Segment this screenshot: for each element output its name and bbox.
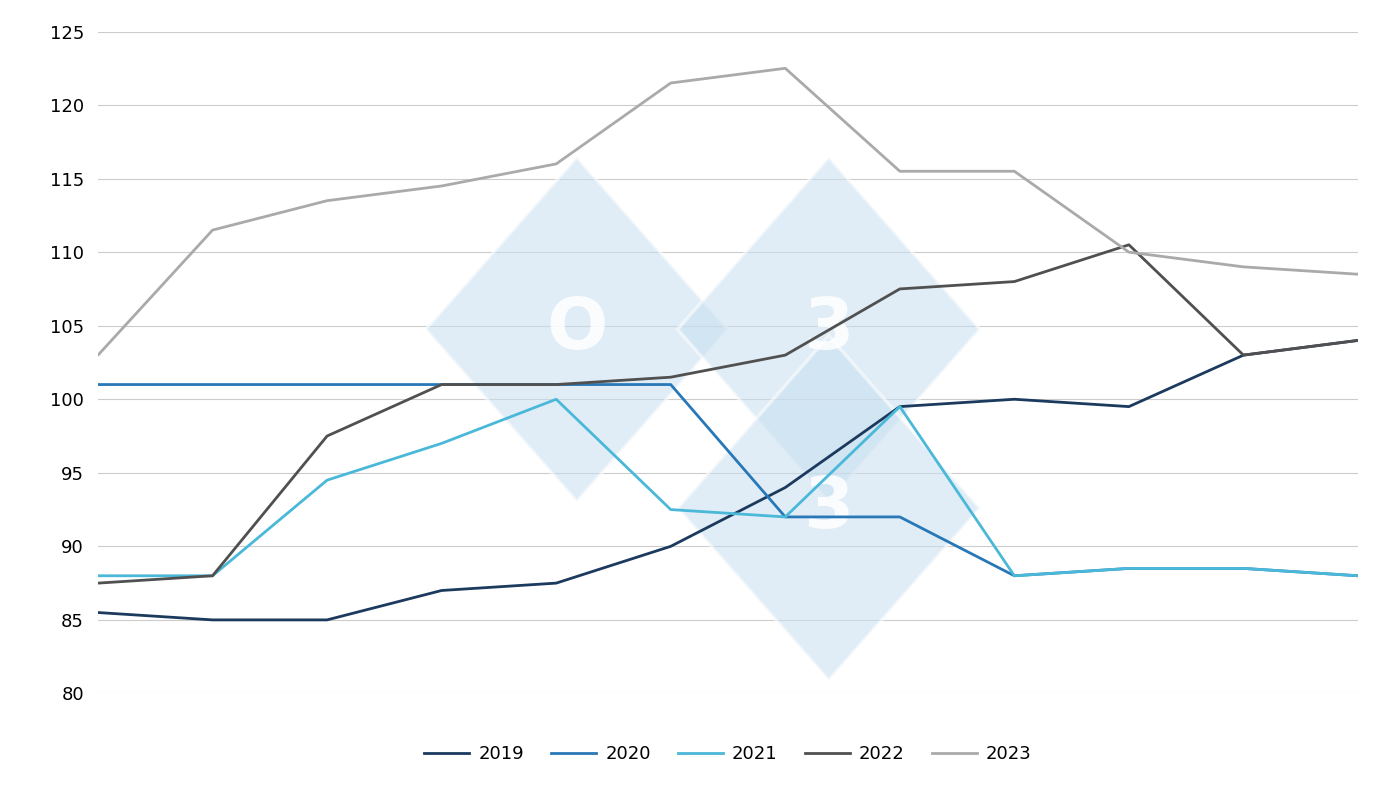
2019 (547, 578, 564, 588)
2022 (1350, 336, 1366, 345)
2021 (1235, 563, 1252, 573)
2019 (1007, 395, 1023, 404)
2020 (90, 380, 106, 389)
2022 (319, 431, 336, 440)
2023 (1120, 247, 1137, 257)
Text: 3: 3 (804, 474, 854, 543)
2021 (777, 512, 794, 522)
Line: 2022: 2022 (98, 245, 1358, 583)
2022 (662, 373, 679, 382)
2019 (433, 585, 449, 595)
2019 (892, 402, 909, 411)
Line: 2021: 2021 (98, 400, 1358, 576)
2020 (892, 512, 909, 522)
Polygon shape (426, 158, 728, 501)
2019 (319, 615, 336, 625)
2021 (892, 402, 909, 411)
2019 (1120, 402, 1137, 411)
2022 (892, 284, 909, 294)
Polygon shape (678, 158, 980, 501)
2023 (1007, 166, 1023, 176)
Text: 3: 3 (804, 295, 854, 364)
Polygon shape (678, 336, 980, 680)
2020 (433, 380, 449, 389)
2019 (1235, 351, 1252, 360)
2020 (662, 380, 679, 389)
2020 (777, 512, 794, 522)
2023 (319, 196, 336, 206)
2019 (662, 541, 679, 551)
2022 (547, 380, 564, 389)
2021 (433, 439, 449, 448)
2022 (777, 351, 794, 360)
2021 (1007, 571, 1023, 581)
2023 (90, 351, 106, 360)
2020 (1120, 563, 1137, 573)
2021 (547, 395, 564, 404)
2019 (204, 615, 221, 625)
Text: O: O (546, 295, 608, 364)
2022 (1007, 277, 1023, 286)
2023 (204, 225, 221, 235)
2020 (547, 380, 564, 389)
2020 (204, 380, 221, 389)
2023 (433, 181, 449, 191)
Legend: 2019, 2020, 2021, 2022, 2023: 2019, 2020, 2021, 2022, 2023 (417, 738, 1039, 771)
2021 (1350, 571, 1366, 581)
Line: 2023: 2023 (98, 69, 1358, 355)
2023 (892, 166, 909, 176)
2023 (662, 78, 679, 87)
2020 (1235, 563, 1252, 573)
2022 (204, 571, 221, 581)
Line: 2019: 2019 (98, 340, 1358, 620)
2022 (1120, 240, 1137, 250)
2019 (90, 608, 106, 617)
2020 (1007, 571, 1023, 581)
2020 (319, 380, 336, 389)
2023 (1350, 269, 1366, 279)
2022 (1235, 351, 1252, 360)
2023 (1235, 262, 1252, 272)
2023 (547, 159, 564, 169)
Line: 2020: 2020 (98, 385, 1358, 576)
2021 (90, 571, 106, 581)
2023 (777, 64, 794, 73)
2021 (204, 571, 221, 581)
2022 (433, 380, 449, 389)
2019 (777, 483, 794, 492)
2021 (1120, 563, 1137, 573)
2022 (90, 578, 106, 588)
2020 (1350, 571, 1366, 581)
2019 (1350, 336, 1366, 345)
2021 (319, 475, 336, 485)
2021 (662, 505, 679, 515)
